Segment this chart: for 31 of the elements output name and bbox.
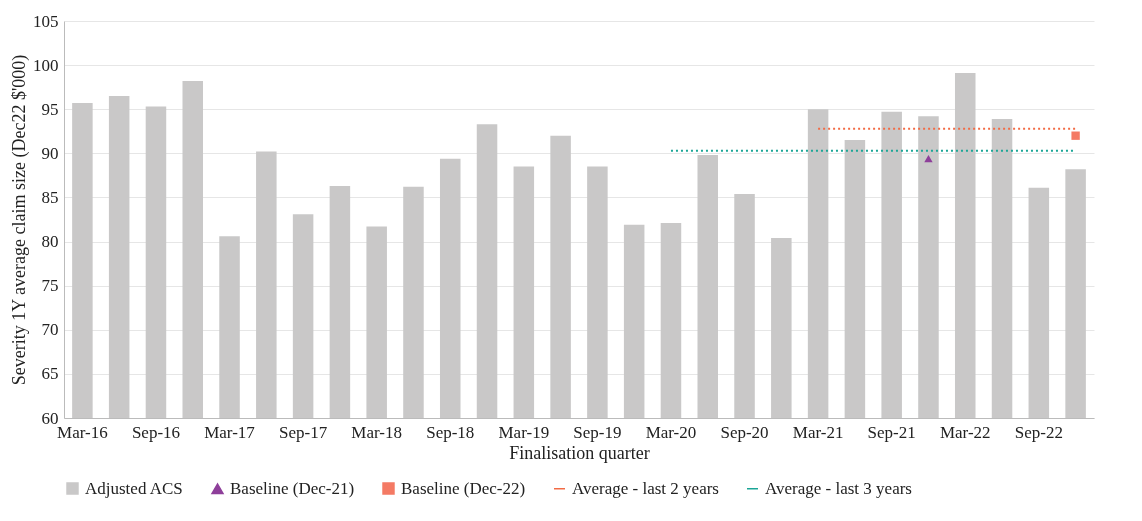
x-tick-label: Mar-22 — [939, 422, 991, 442]
legend-label: Average - last 2 years — [572, 478, 719, 498]
legend-label: Average - last 3 years — [765, 478, 912, 498]
y-tick-label: 90 — [41, 143, 59, 163]
y-tick-label: 100 — [33, 55, 59, 75]
x-tick-label: Sep-18 — [426, 422, 475, 442]
y-tick-label: 70 — [41, 320, 59, 340]
x-tick-label: Sep-20 — [720, 422, 769, 442]
x-tick-label: Mar-16 — [57, 422, 108, 442]
x-tick-label: Mar-21 — [792, 422, 844, 442]
x-tick-label: Sep-19 — [573, 422, 622, 442]
legend-label: Adjusted ACS — [85, 478, 183, 498]
x-axis-title: Finalisation quarter — [509, 442, 650, 463]
y-tick-label: 65 — [41, 364, 59, 384]
x-tick-label: Sep-21 — [867, 422, 916, 442]
y-axis-title: Severity 1Y average claim size (Dec22 $'000) — [9, 54, 30, 386]
x-tick-label: Mar-18 — [351, 422, 403, 442]
y-tick-label: 85 — [41, 187, 59, 207]
x-tick-label: Sep-16 — [131, 422, 181, 442]
y-tick-label: 95 — [41, 99, 59, 119]
x-tick-label: Sep-17 — [279, 422, 328, 442]
y-tick-label: 105 — [33, 11, 59, 31]
y-tick-label: 80 — [41, 232, 59, 252]
x-tick-label: Mar-20 — [645, 422, 697, 442]
x-tick-label: Sep-22 — [1014, 422, 1063, 442]
legend-label: Baseline (Dec-21) — [230, 478, 355, 498]
x-tick-label: Mar-17 — [204, 422, 256, 442]
y-tick-label: 60 — [41, 408, 59, 428]
y-tick-label: 75 — [41, 276, 59, 296]
legend-label: Baseline (Dec-22) — [401, 478, 526, 498]
x-tick-label: Mar-19 — [498, 422, 550, 442]
